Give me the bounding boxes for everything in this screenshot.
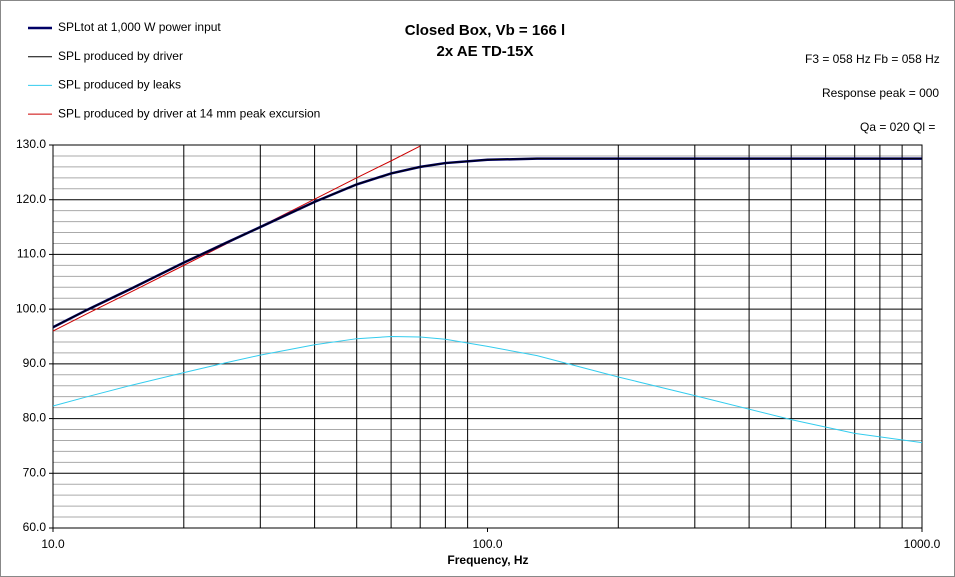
y-tick-label: 90.0	[23, 356, 47, 370]
annotation: F3 = 058 Hz Fb = 058 Hz	[805, 52, 940, 66]
legend-label: SPL produced by driver	[58, 49, 183, 63]
legend-label: SPL produced by driver at 14 mm peak exc…	[58, 106, 320, 120]
y-tick-label: 80.0	[23, 411, 47, 425]
plot-area	[53, 145, 922, 528]
annotation: Qa = 020 Ql =	[860, 120, 935, 134]
y-tick-label: 130.0	[16, 137, 46, 151]
chart-subtitle: 2x AE TD-15X	[437, 43, 534, 60]
y-tick-label: 60.0	[23, 520, 47, 534]
x-tick-label: 100.0	[472, 537, 502, 551]
legend-label: SPLtot at 1,000 W power input	[58, 20, 221, 34]
series-line	[52, 335, 923, 444]
y-tick-label: 70.0	[23, 465, 47, 479]
plot-border	[52, 144, 923, 529]
y-tick-label: 120.0	[16, 192, 46, 206]
series-line	[52, 158, 922, 328]
x-tick-label: 1000.0	[904, 537, 941, 551]
y-tick-label: 110.0	[17, 247, 46, 261]
x-axis-label: Frequency, Hz	[447, 553, 528, 567]
legend-label: SPL produced by leaks	[58, 78, 181, 92]
x-tick-label: 10.0	[41, 537, 65, 551]
chart-title: Closed Box, Vb = 166 l	[405, 22, 565, 39]
annotation: Response peak = 000	[822, 86, 939, 100]
y-tick-label: 100.0	[16, 301, 46, 315]
